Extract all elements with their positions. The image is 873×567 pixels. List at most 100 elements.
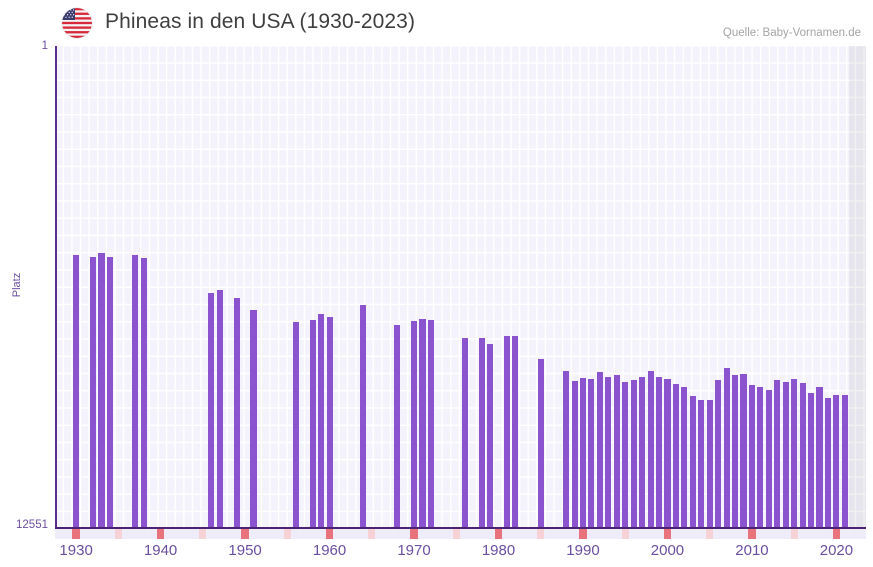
bar-2016[interactable]: [799, 383, 806, 528]
bar-1959[interactable]: [318, 314, 325, 528]
bar-1951[interactable]: [250, 309, 257, 528]
tick-cell-1934: [106, 529, 114, 539]
bar-1934[interactable]: [106, 257, 113, 528]
x-axis-label-1990: 1990: [566, 542, 600, 559]
tick-cell-1990: [579, 529, 587, 539]
bar-2014[interactable]: [782, 382, 789, 528]
bar-2010[interactable]: [748, 385, 755, 528]
bar-2017[interactable]: [808, 392, 815, 528]
bar-1978[interactable]: [478, 337, 485, 528]
tick-cell-1957: [300, 529, 308, 539]
tick-cell-2001: [672, 529, 680, 539]
bar-1938[interactable]: [140, 257, 147, 528]
bar-2004[interactable]: [698, 400, 705, 528]
tick-cell-2003: [689, 529, 697, 539]
bar-1971[interactable]: [419, 319, 426, 528]
tick-cell-1953: [266, 529, 275, 539]
bar-2021[interactable]: [841, 394, 848, 528]
tick-cell-2009: [739, 529, 748, 539]
tick-cell-2007: [722, 529, 731, 539]
bar-1991[interactable]: [588, 378, 595, 528]
bar-1990[interactable]: [579, 378, 587, 528]
tick-cell-2022: [849, 529, 857, 539]
tick-cell-1968: [393, 529, 401, 539]
tick-cell-1955: [283, 529, 291, 539]
tick-cell-1992: [596, 529, 604, 539]
tick-cell-1952: [258, 529, 266, 539]
bar-1968[interactable]: [394, 325, 401, 528]
bar-1947[interactable]: [216, 289, 223, 528]
bar-1930[interactable]: [73, 255, 80, 528]
tick-cell-1976: [461, 529, 469, 539]
bar-1995[interactable]: [622, 381, 629, 528]
tick-cell-1928: [55, 529, 63, 539]
bar-2012[interactable]: [765, 389, 772, 528]
tick-cell-2010: [748, 529, 756, 539]
bar-1985[interactable]: [537, 359, 544, 528]
tick-cell-1967: [385, 529, 393, 539]
bar-2001[interactable]: [672, 383, 679, 528]
bar-2005[interactable]: [706, 400, 713, 528]
bar-1994[interactable]: [613, 374, 620, 528]
tick-cell-1947: [216, 529, 224, 539]
bar-1933[interactable]: [98, 252, 105, 528]
tick-cell-1978: [477, 529, 486, 539]
bar-1956[interactable]: [292, 321, 299, 528]
chart-gridlines: [55, 46, 866, 528]
tick-cell-1960: [325, 529, 334, 539]
bar-1937[interactable]: [132, 254, 139, 528]
x-axis-label-1940: 1940: [143, 542, 178, 559]
bar-1976[interactable]: [461, 338, 468, 528]
tick-cell-1988: [562, 529, 570, 539]
bar-1970[interactable]: [410, 321, 418, 528]
bar-1988[interactable]: [563, 371, 570, 528]
tick-cell-2021: [841, 529, 849, 539]
bar-2009[interactable]: [740, 373, 747, 528]
bar-2015[interactable]: [791, 379, 798, 528]
tick-cell-1989: [570, 529, 579, 539]
bar-1998[interactable]: [647, 371, 654, 528]
bar-1989[interactable]: [571, 381, 578, 528]
bar-2007[interactable]: [723, 368, 730, 528]
bar-2019[interactable]: [824, 397, 832, 528]
bar-1960[interactable]: [326, 317, 333, 528]
bar-1996[interactable]: [630, 380, 637, 528]
tick-cell-1933: [97, 529, 106, 539]
x-axis-label-1950: 1950: [228, 542, 262, 559]
bar-2018[interactable]: [816, 386, 823, 528]
bar-2006[interactable]: [715, 380, 722, 528]
bar-2011[interactable]: [757, 387, 764, 528]
bar-1958[interactable]: [309, 319, 316, 528]
bar-1946[interactable]: [208, 292, 215, 528]
x-axis-tick-strip: [55, 529, 866, 539]
bar-1979[interactable]: [487, 344, 494, 528]
bar-2008[interactable]: [732, 375, 739, 528]
bar-1964[interactable]: [360, 305, 367, 528]
bar-1993[interactable]: [605, 377, 612, 528]
bar-2013[interactable]: [774, 380, 781, 528]
bar-1992[interactable]: [596, 372, 603, 528]
bar-2002[interactable]: [681, 387, 688, 528]
bar-1932[interactable]: [89, 257, 97, 528]
bar-1972[interactable]: [427, 319, 434, 528]
tick-cell-1991: [587, 529, 596, 539]
bar-2020[interactable]: [833, 394, 840, 528]
tick-cell-2012: [765, 529, 773, 539]
tick-cell-1969: [401, 529, 410, 539]
tick-cell-1984: [528, 529, 536, 539]
bar-1999[interactable]: [655, 377, 663, 528]
tick-cell-2015: [790, 529, 798, 539]
tick-cell-1949: [233, 529, 241, 539]
tick-cell-1950: [241, 529, 249, 539]
bar-2000[interactable]: [664, 378, 671, 528]
x-axis-line: [55, 527, 866, 529]
tick-cell-1973: [435, 529, 443, 539]
tick-cell-1965: [368, 529, 376, 539]
tick-cell-1948: [224, 529, 232, 539]
tick-cell-2005: [706, 529, 714, 539]
bar-1997[interactable]: [639, 377, 646, 528]
bar-1981[interactable]: [503, 335, 510, 528]
bar-1949[interactable]: [233, 297, 240, 528]
bar-1982[interactable]: [512, 335, 519, 528]
bar-2003[interactable]: [689, 396, 696, 528]
